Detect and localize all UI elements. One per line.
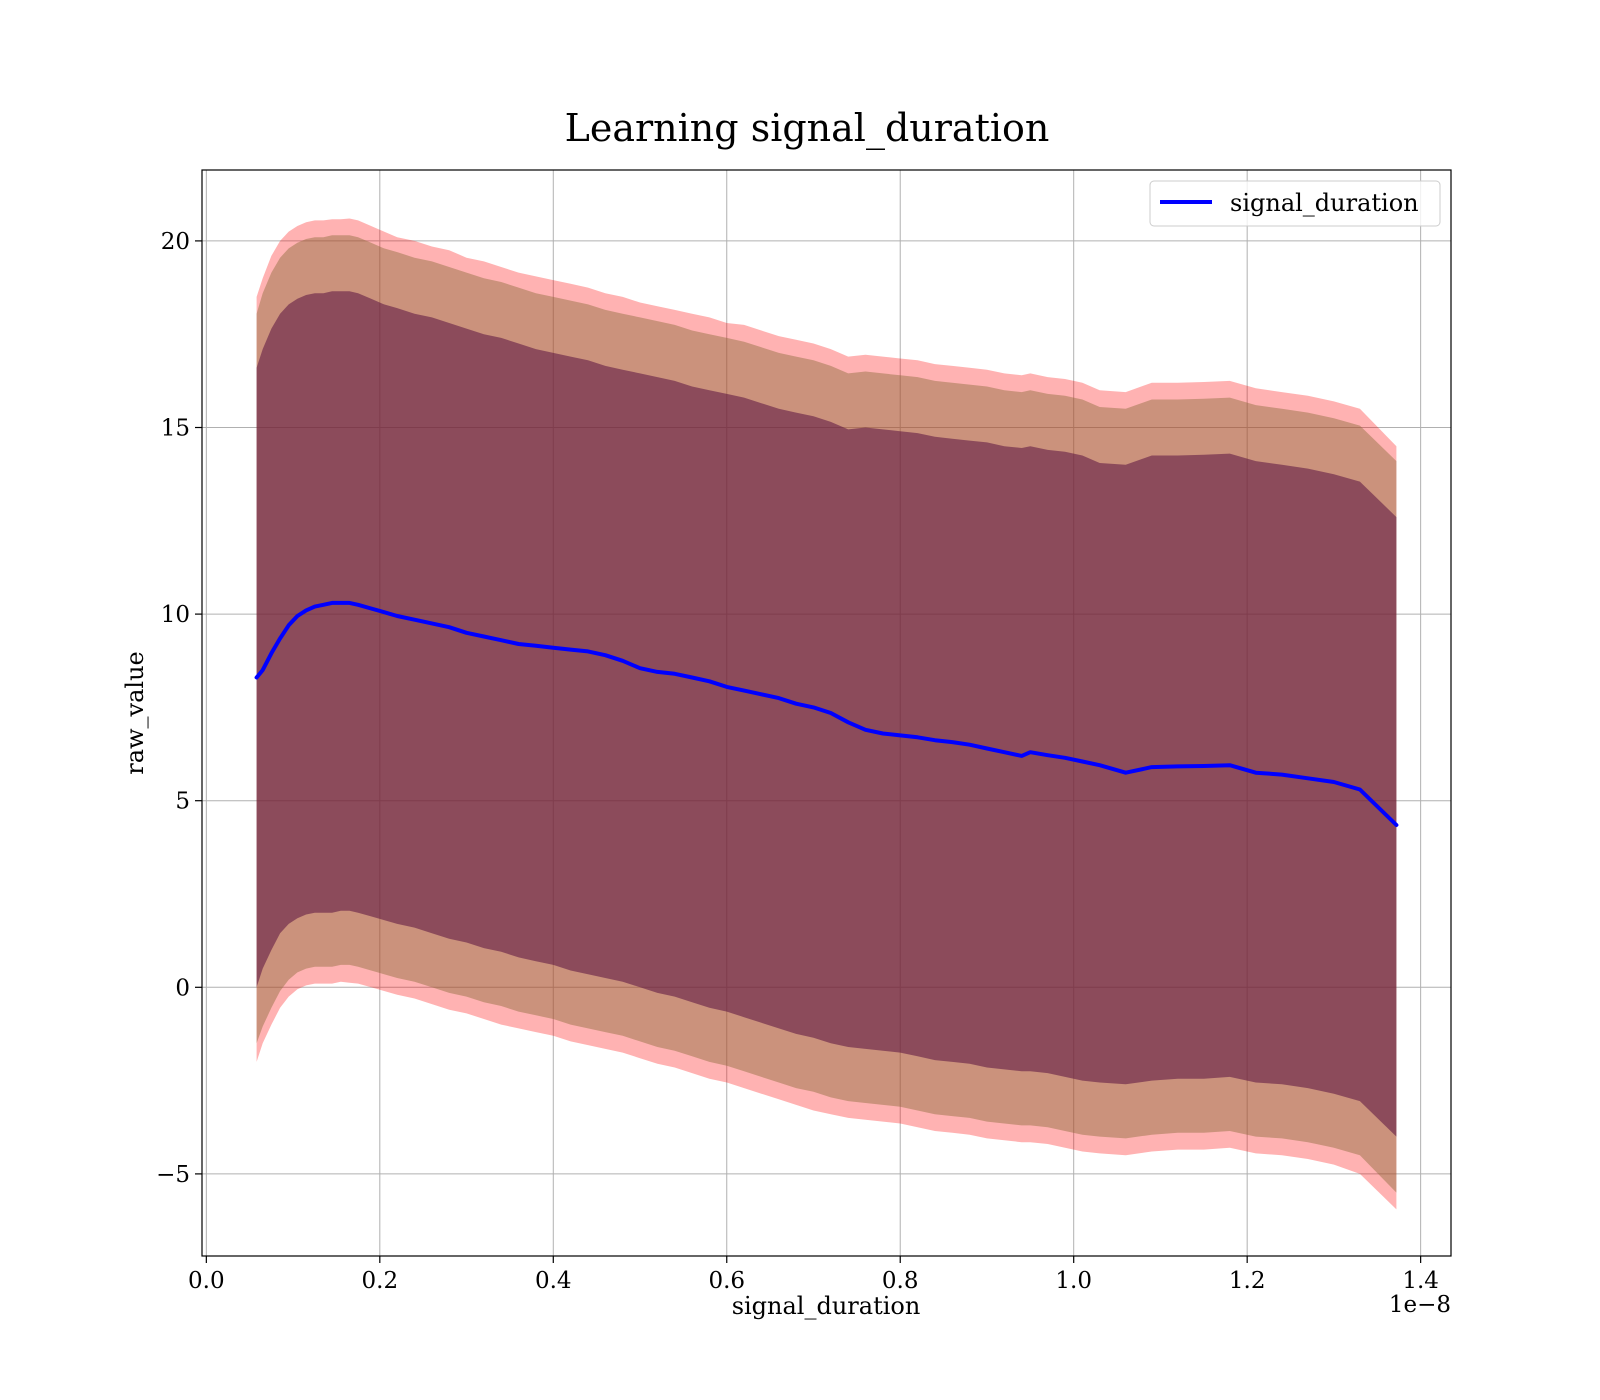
plot-frame [201, 169, 1452, 1257]
y-tick-label: 10 [161, 602, 190, 628]
x-axis-offset-text: 1e−8 [1389, 1292, 1451, 1318]
legend: signal_duration [1149, 180, 1441, 227]
y-tick-label: 15 [161, 416, 190, 442]
x-ticks: 0.0 0.2 0.4 0.6 0.8 1.0 1.2 1.4 [188, 1256, 1439, 1294]
series-line-signal-duration [254, 600, 1399, 827]
y-tick-label: −5 [156, 1162, 190, 1188]
x-tick-label: 1.4 [1402, 1268, 1439, 1294]
chart-title: Learning signal_duration [565, 106, 1050, 151]
x-tick-label: 1.0 [1055, 1268, 1092, 1294]
legend-label: signal_duration [1230, 189, 1419, 217]
x-axis-label: signal_duration [732, 1292, 921, 1320]
x-tick-label: 0.4 [535, 1268, 572, 1294]
x-tick-label: 0.8 [882, 1268, 919, 1294]
legend-box [1149, 180, 1441, 227]
y-tick-label: 5 [175, 789, 190, 815]
y-ticks: −5 0 5 10 15 20 [156, 229, 202, 1188]
x-tick-label: 1.2 [1229, 1268, 1266, 1294]
band-inner [256, 291, 1397, 1137]
x-tick-label: 0.2 [362, 1268, 399, 1294]
bands [256, 218, 1397, 1210]
x-tick-label: 0.0 [188, 1268, 225, 1294]
y-tick-label: 20 [161, 229, 190, 255]
y-axis-label: raw_value [121, 651, 149, 775]
y-tick-label: 0 [175, 975, 190, 1001]
x-tick-label: 0.6 [708, 1268, 745, 1294]
